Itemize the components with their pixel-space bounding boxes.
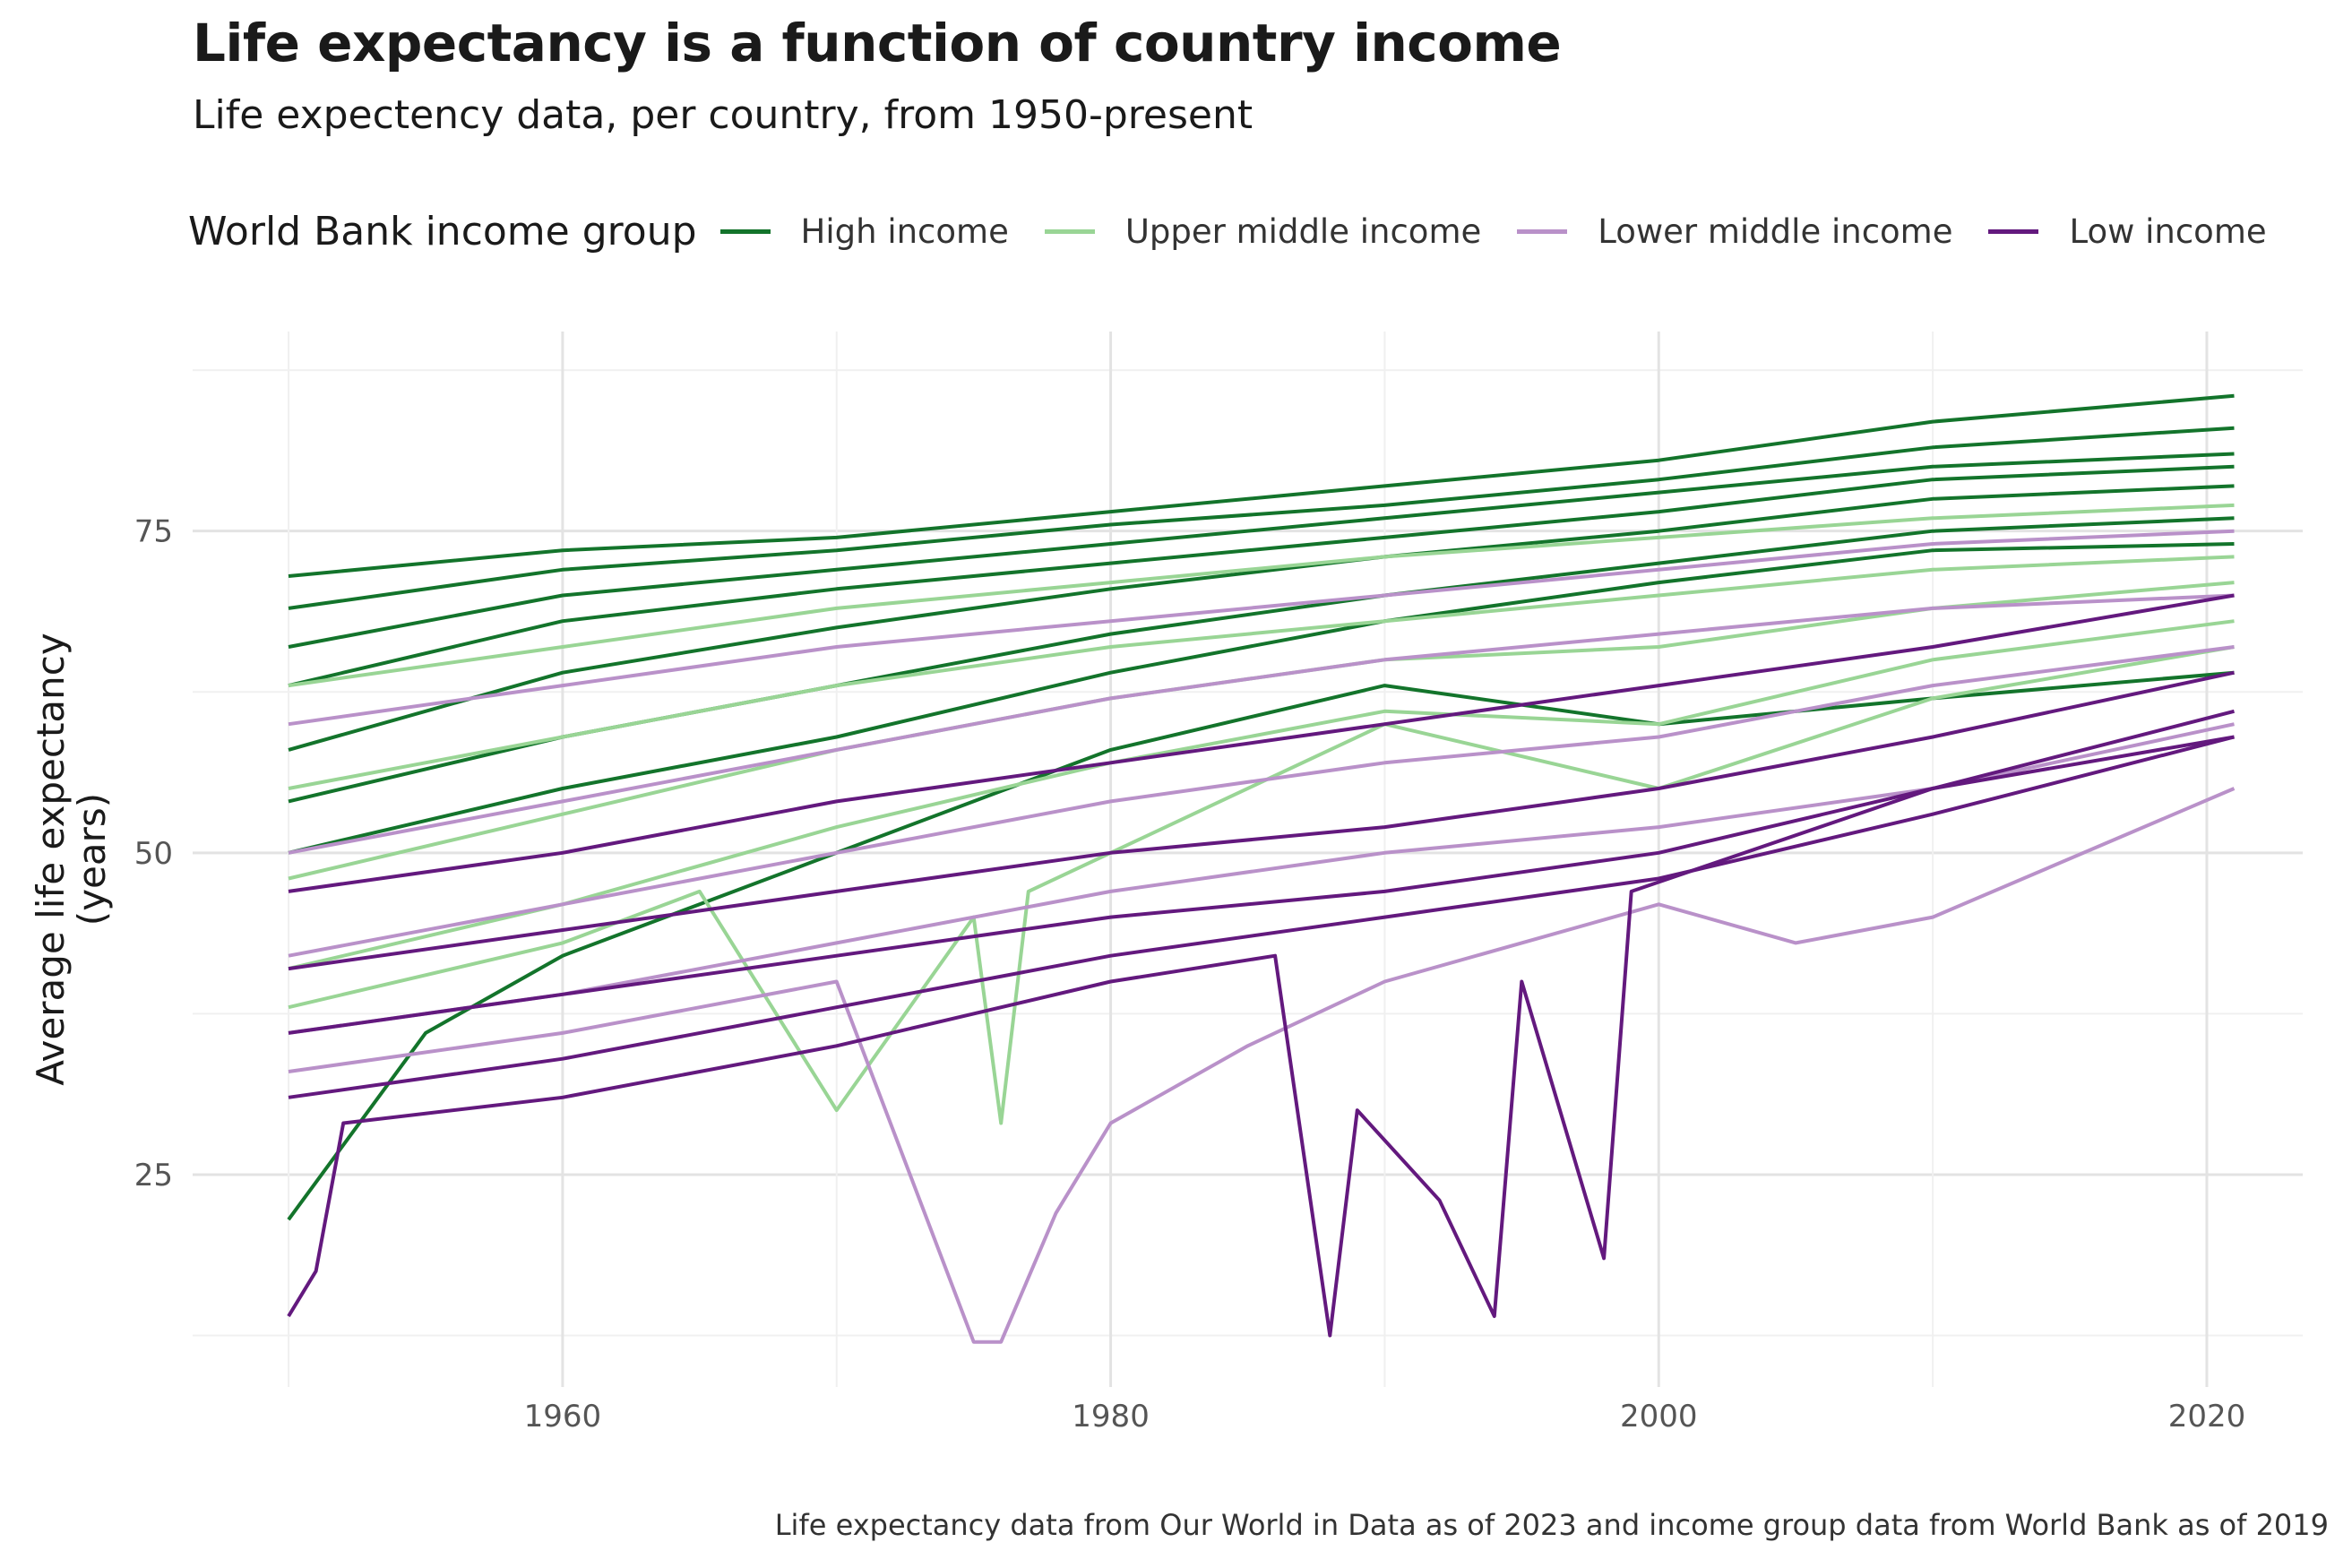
legend-key-lower-middle-income bbox=[1517, 228, 1568, 234]
series-line-high-income bbox=[287, 670, 2235, 1221]
series-line-upper-middle-income bbox=[288, 503, 2235, 688]
y-tick-labels: 25 50 75 bbox=[134, 514, 173, 1193]
x-tick-label: 2000 bbox=[1620, 1399, 1698, 1434]
legend-label: Lower middle income bbox=[1598, 211, 1953, 251]
series-line-high-income bbox=[288, 393, 2235, 578]
x-tick-label: 2020 bbox=[2168, 1399, 2246, 1434]
legend-title: World Bank income group bbox=[188, 208, 697, 254]
chart-caption: Life expectancy data from Our World in D… bbox=[774, 1508, 2329, 1542]
series-line-low-income bbox=[288, 593, 2235, 893]
y-axis-label: Average life expectancy(years) bbox=[29, 633, 114, 1085]
series-line-low-income bbox=[288, 670, 2235, 971]
x-tick-label: 1960 bbox=[524, 1399, 602, 1434]
series-line-lower-middle-income bbox=[288, 722, 2235, 1035]
x-tick-label: 1980 bbox=[1072, 1399, 1150, 1434]
legend-key-high-income bbox=[719, 228, 771, 234]
series-line-high-income bbox=[288, 452, 2235, 649]
legend-item-high-income: High income bbox=[719, 211, 1009, 251]
legend-key-upper-middle-income bbox=[1044, 228, 1095, 234]
chart-title: Life expectancy is a function of country… bbox=[193, 13, 1562, 73]
legend-item-upper-middle-income: Upper middle income bbox=[1044, 211, 1482, 251]
series-line-low-income bbox=[288, 709, 2235, 1035]
series-line-lower-middle-income bbox=[288, 529, 2235, 727]
y-tick-label: 50 bbox=[134, 836, 173, 872]
x-tick-labels: 1960 1980 2000 2020 bbox=[524, 1399, 2246, 1434]
series-line-upper-middle-income bbox=[288, 619, 2235, 971]
grid bbox=[193, 332, 2303, 1387]
series-line-lower-middle-income bbox=[288, 593, 2235, 855]
legend: World Bank income group High income Uppe… bbox=[188, 204, 2303, 258]
series-line-low-income bbox=[287, 735, 2235, 1338]
legend-item-lower-middle-income: Lower middle income bbox=[1517, 212, 1952, 251]
series-line-lower-middle-income bbox=[288, 645, 2235, 958]
series-line-high-income bbox=[288, 484, 2235, 752]
series-line-upper-middle-income bbox=[288, 555, 2235, 790]
series-line-lower-middle-income bbox=[288, 787, 2236, 1344]
legend-label: Low income bbox=[2069, 211, 2267, 251]
series-line-high-income bbox=[288, 542, 2235, 855]
series-line-high-income bbox=[288, 464, 2235, 688]
chart-subtitle: Life expectency data, per country, from … bbox=[193, 92, 1254, 138]
series-line-upper-middle-income bbox=[288, 581, 2235, 881]
series-lines bbox=[287, 393, 2236, 1344]
y-tick-label: 25 bbox=[134, 1158, 173, 1193]
series-line-high-income bbox=[288, 426, 2235, 610]
series-line-low-income bbox=[288, 735, 2235, 1099]
legend-key-low-income bbox=[1988, 228, 2039, 234]
y-tick-label: 75 bbox=[134, 514, 173, 550]
series-line-upper-middle-income bbox=[288, 645, 2235, 1125]
legend-item-low-income: Low income bbox=[1988, 211, 2267, 251]
legend-label: High income bbox=[800, 211, 1009, 251]
legend-label: Upper middle income bbox=[1124, 211, 1482, 251]
